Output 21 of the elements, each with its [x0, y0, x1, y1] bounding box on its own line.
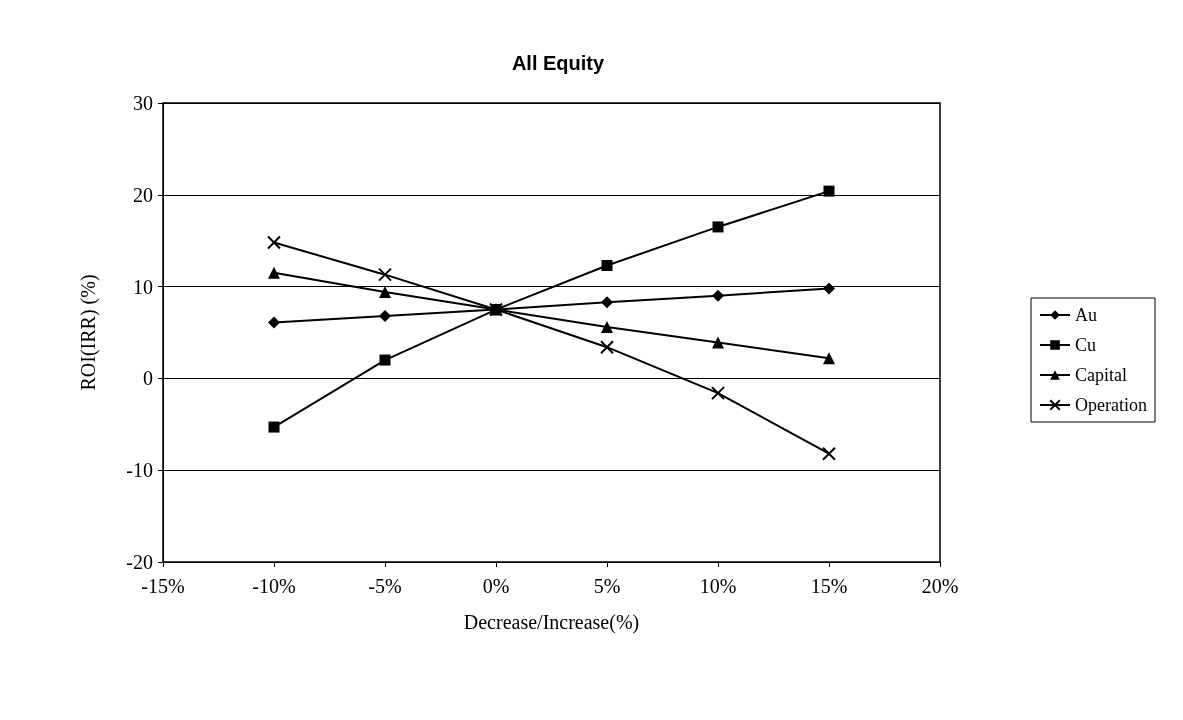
x-tick-label: -15% [141, 575, 185, 597]
x-tick-label: -10% [252, 575, 296, 597]
y-tick-label: 10 [133, 275, 153, 298]
x-axis-title: Decrease/Increase(%) [463, 611, 640, 634]
x-tick-label: 20% [921, 575, 959, 597]
y-tick-label: 0 [143, 367, 153, 390]
x-tick-label: 10% [699, 575, 737, 597]
x-tick-label: 5% [593, 575, 621, 597]
x-tick-label: 0% [482, 575, 510, 597]
x-tick-label: 15% [810, 575, 848, 597]
legend-label: Operation [1075, 395, 1148, 415]
legend-label: Cu [1075, 335, 1097, 355]
x-tick-label: -5% [368, 575, 402, 597]
y-axis-title: ROI(IRR) (%) [77, 274, 100, 391]
y-tick-label: 20 [133, 183, 153, 206]
legend-label: Au [1075, 305, 1098, 325]
y-tick-label: -20 [126, 551, 153, 573]
y-tick-label: -10 [126, 459, 153, 482]
legend-label: Capital [1075, 365, 1128, 385]
chart-title: All Equity [511, 52, 605, 74]
y-tick-label: 30 [133, 92, 153, 114]
